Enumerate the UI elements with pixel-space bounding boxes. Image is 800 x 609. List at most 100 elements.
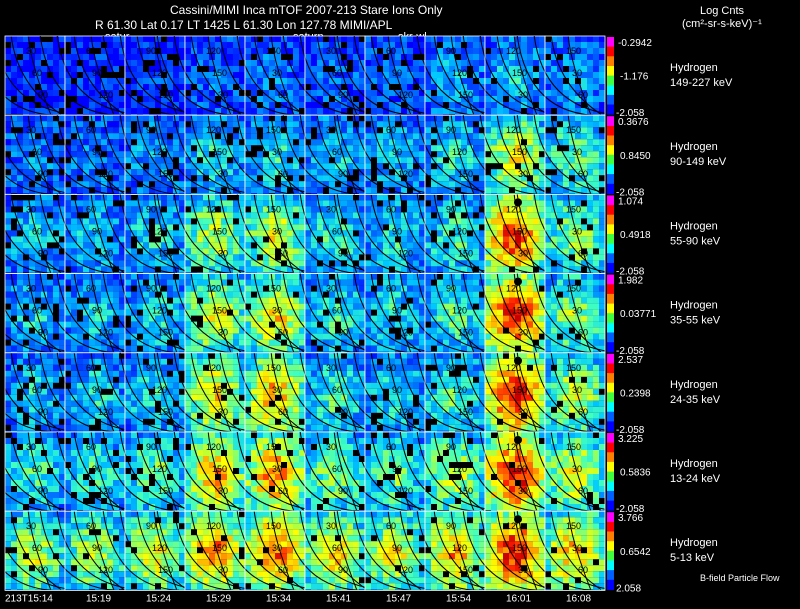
- heatmap-cell: [485, 230, 491, 237]
- heatmap-cell: [341, 303, 347, 310]
- heatmap-cell: [251, 115, 257, 122]
- heatmap-cell: [377, 121, 383, 128]
- heatmap-cell: [125, 218, 131, 225]
- contour-label: 150: [158, 90, 173, 100]
- heatmap-cell: [407, 236, 413, 243]
- heatmap-cell: [263, 96, 269, 102]
- heatmap-cell: [371, 254, 377, 261]
- heatmap-cell: [185, 230, 191, 237]
- heatmap-cell: [17, 163, 23, 170]
- heatmap-cell: [47, 236, 53, 243]
- heatmap-cell: [173, 303, 179, 310]
- heatmap-cell: [35, 163, 41, 170]
- heatmap-cell: [173, 260, 179, 267]
- heatmap-cell: [5, 279, 11, 286]
- heatmap-cell: [113, 121, 119, 128]
- heatmap-cell: [215, 115, 221, 122]
- heatmap-cell: [545, 266, 551, 273]
- heatmap-cell: [551, 187, 557, 194]
- heatmap-cell: [35, 151, 41, 158]
- heatmap-cell: [221, 273, 227, 280]
- heatmap-cell: [245, 266, 251, 273]
- heatmap-cell: [233, 303, 239, 310]
- heatmap-cell: [593, 157, 599, 164]
- heatmap-cell: [401, 151, 407, 158]
- heatmap-cell: [365, 230, 371, 237]
- heatmap-cell: [545, 60, 551, 66]
- heatmap-cell: [509, 133, 515, 140]
- heatmap-cell: [167, 273, 173, 280]
- heatmap-cell: [335, 260, 341, 267]
- heatmap-cell: [35, 60, 41, 66]
- heatmap-cell: [209, 42, 215, 48]
- heatmap-cell: [191, 121, 197, 128]
- heatmap-cell: [467, 90, 473, 96]
- heatmap-cell: [59, 193, 65, 195]
- heatmap-cell: [17, 102, 23, 108]
- heatmap-cell: [47, 260, 53, 267]
- heatmap-cell: [137, 212, 143, 219]
- heatmap-cell: [371, 266, 377, 273]
- heatmap-cell: [461, 254, 467, 261]
- heatmap-cell: [53, 42, 59, 48]
- heatmap-cell: [65, 273, 71, 280]
- heatmap-cell: [41, 248, 47, 255]
- heatmap-cell: [275, 133, 281, 140]
- heatmap-cell: [575, 84, 581, 90]
- heatmap-cell: [497, 72, 503, 78]
- heatmap-cell: [251, 48, 257, 54]
- heatmap-cell: [53, 273, 59, 280]
- heatmap-cell: [245, 48, 251, 54]
- heatmap-cell: [299, 345, 305, 352]
- heatmap-cell: [293, 327, 299, 334]
- heatmap-cell: [113, 236, 119, 243]
- heatmap-cell: [563, 84, 569, 90]
- heatmap-cell: [239, 218, 245, 225]
- heatmap-cell: [167, 279, 173, 286]
- heatmap-cell: [125, 193, 131, 195]
- heatmap-cell: [515, 90, 521, 96]
- heatmap-cell: [71, 333, 77, 340]
- heatmap-cell: [5, 309, 11, 316]
- heatmap-cell: [323, 345, 329, 352]
- heatmap-cell: [551, 121, 557, 128]
- heatmap-cell: [407, 66, 413, 72]
- heatmap-cell: [311, 236, 317, 243]
- heatmap-cell: [11, 169, 17, 176]
- heatmap-cell: [131, 339, 137, 346]
- heatmap-cell: [41, 66, 47, 72]
- heatmap-cell: [281, 327, 287, 334]
- heatmap-cell: [323, 108, 329, 114]
- heatmap-cell: [113, 60, 119, 66]
- heatmap-cell: [119, 345, 125, 352]
- heatmap-cell: [449, 48, 455, 54]
- heatmap-cell: [593, 206, 599, 213]
- heatmap-cell: [461, 224, 467, 231]
- heatmap-cell: [269, 309, 275, 316]
- heatmap-cell: [437, 218, 443, 225]
- heatmap-cell: [191, 339, 197, 346]
- heatmap-cell: [587, 115, 593, 122]
- heatmap-cell: [227, 297, 233, 304]
- heatmap-cell: [563, 187, 569, 194]
- heatmap-cell: [353, 127, 359, 134]
- heatmap-cell: [119, 187, 125, 194]
- heatmap-cell: [47, 48, 53, 54]
- heatmap-cell: [383, 181, 389, 188]
- heatmap-cell: [359, 200, 365, 207]
- heatmap-cell: [533, 157, 539, 164]
- heatmap-cell: [191, 90, 197, 96]
- heatmap-cell: [497, 60, 503, 66]
- contour-line: [316, 194, 368, 274]
- heatmap-cell: [233, 339, 239, 346]
- heatmap-cell: [125, 108, 131, 114]
- heatmap-cell: [521, 115, 527, 122]
- heatmap-cell: [293, 272, 299, 274]
- heatmap-cell: [209, 121, 215, 128]
- heatmap-cell: [581, 236, 587, 243]
- heatmap-cell: [5, 90, 11, 96]
- heatmap-cell: [491, 181, 497, 188]
- heatmap-cell: [539, 133, 545, 140]
- heatmap-cell: [557, 72, 563, 78]
- heatmap-cell: [173, 297, 179, 304]
